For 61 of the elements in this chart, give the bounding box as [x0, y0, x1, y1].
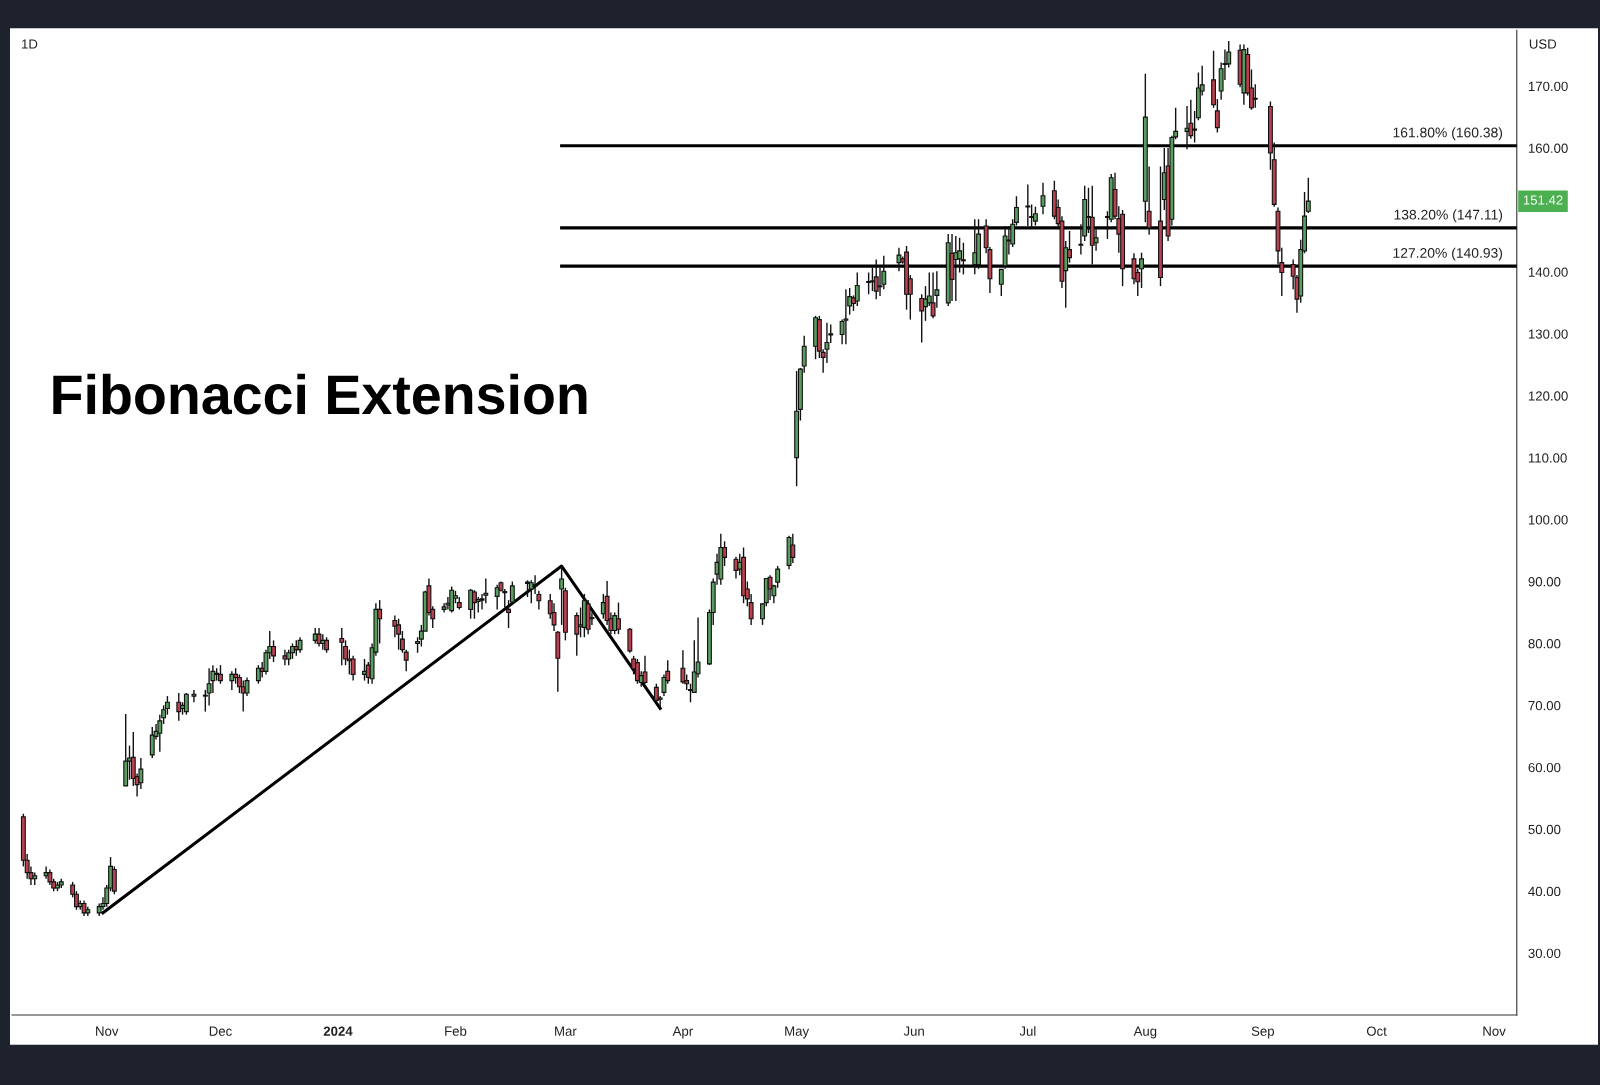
y-tick-label: 140.00 [1528, 267, 1568, 277]
annotation: 1D [22, 39, 38, 49]
x-tick-label: Dec [209, 1026, 232, 1036]
x-tick-label: Nov [96, 1026, 119, 1036]
candlestick [532, 574, 538, 595]
y-tick-label: 80.00 [1528, 639, 1561, 649]
candlestick [396, 617, 402, 651]
x-tick-label: Oct [1366, 1026, 1387, 1036]
candlestick [616, 601, 621, 635]
candlestick [339, 627, 345, 666]
x-tick-label: Aug [1133, 1026, 1157, 1039]
candlestick [1025, 183, 1031, 227]
candlestick [854, 271, 860, 307]
y-tick-label: 100.00 [1528, 515, 1568, 525]
y-tick-label: 30.00 [1528, 948, 1561, 958]
candlestick [998, 268, 1004, 297]
y-axis-title: USD [1529, 39, 1557, 49]
candlestick [634, 658, 640, 685]
y-tick-label: 110.00 [1528, 453, 1567, 463]
candlestick [733, 556, 739, 580]
candlestick [642, 655, 648, 685]
x-tick-label: Jul [1019, 1026, 1036, 1036]
y-tick-label: 170.00 [1528, 81, 1568, 92]
candlestick [1252, 83, 1258, 109]
x-tick-label: Jun [903, 1026, 924, 1036]
y-tick-label: 60.00 [1528, 762, 1561, 773]
series-label: 138.20% (147.11) [1394, 209, 1503, 223]
y-tick-label: 40.00 [1528, 886, 1561, 897]
x-tick-label: Nov [1483, 1026, 1506, 1036]
text: Fibonacci Extension [53, 373, 587, 415]
candlestick [960, 242, 966, 276]
candlestick [468, 588, 474, 620]
candlestick [627, 627, 633, 654]
candlestick [873, 258, 879, 300]
y-tick-label: 160.00 [1528, 143, 1568, 153]
candlestick [1139, 252, 1144, 289]
candlestick [843, 288, 849, 346]
y-tick-label: 130.00 [1528, 329, 1568, 339]
x-tick-label: 2024 [323, 1026, 353, 1036]
y-tick-label: 120.00 [1528, 391, 1568, 401]
y-tick-label: 70.00 [1528, 700, 1561, 711]
candlestick [790, 533, 796, 564]
candlestick [536, 590, 542, 611]
candlestick [1040, 182, 1046, 215]
candlestick [149, 726, 155, 759]
candlestick [1032, 206, 1038, 227]
x-tick-label: Sep [1251, 1026, 1275, 1039]
x-tick-label: May [785, 1026, 810, 1039]
series-label: 127.20% (140.93) [1393, 247, 1503, 261]
candlestick [866, 271, 872, 295]
x-tick-label: Apr [672, 1026, 693, 1039]
x-tick-label: Mar [555, 1026, 577, 1036]
candlestick [930, 271, 936, 320]
series-label: 161.80% (160.38) [1393, 127, 1503, 141]
candlestick [574, 611, 580, 657]
y-tick-label: 50.00 [1528, 824, 1561, 835]
text: 151.42 [1523, 195, 1563, 205]
y-tick-label: 90.00 [1528, 577, 1561, 587]
x-tick-label: Feb [445, 1026, 467, 1036]
candlestick [191, 689, 197, 703]
candlestick [255, 664, 261, 685]
